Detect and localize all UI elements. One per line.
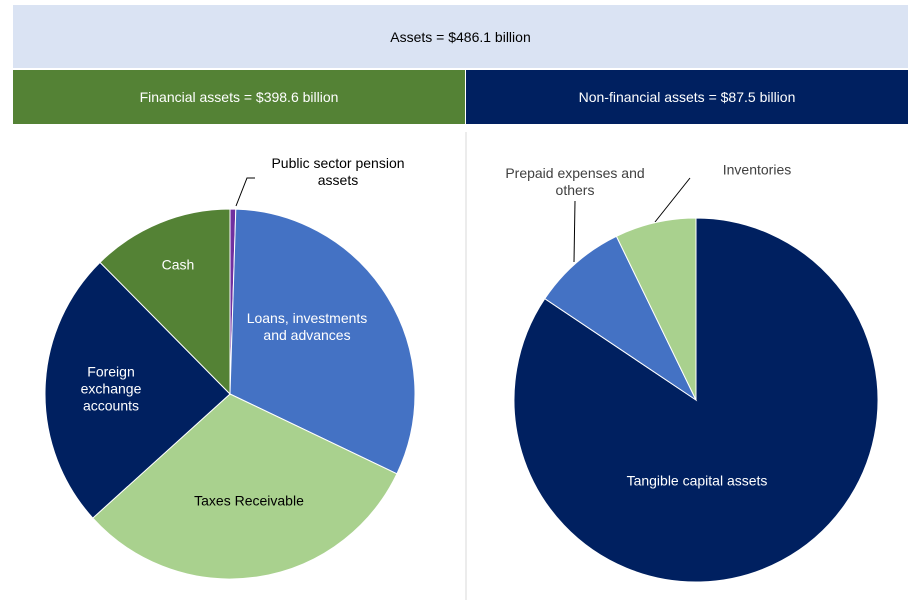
pie-slice [229,208,416,475]
slice-label: Loans, investments and advances [246,310,368,343]
pie-slice [99,208,231,396]
slice-label: Cash [161,256,195,273]
slice-label: Taxes Receivable [194,492,304,509]
pie-slice [615,217,697,401]
slice-label: Tangible capital assets [626,472,768,489]
header-title: Assets = $486.1 billion [13,5,908,68]
leader-line [654,177,691,223]
leader-line [573,200,576,263]
leader-line [235,177,255,207]
pie-slice [44,261,231,519]
slice-label: Prepaid expenses and others [505,165,645,198]
slice-label: Inventories [722,161,792,178]
pie-slice [92,393,398,580]
slice-label: Foreign exchange accounts [80,363,142,414]
header-right: Non-financial assets = $87.5 billion [466,70,908,124]
header-left: Financial assets = $398.6 billion [13,70,465,124]
slice-label: Public sector pension assets [271,155,405,188]
pie-slice [544,235,698,402]
